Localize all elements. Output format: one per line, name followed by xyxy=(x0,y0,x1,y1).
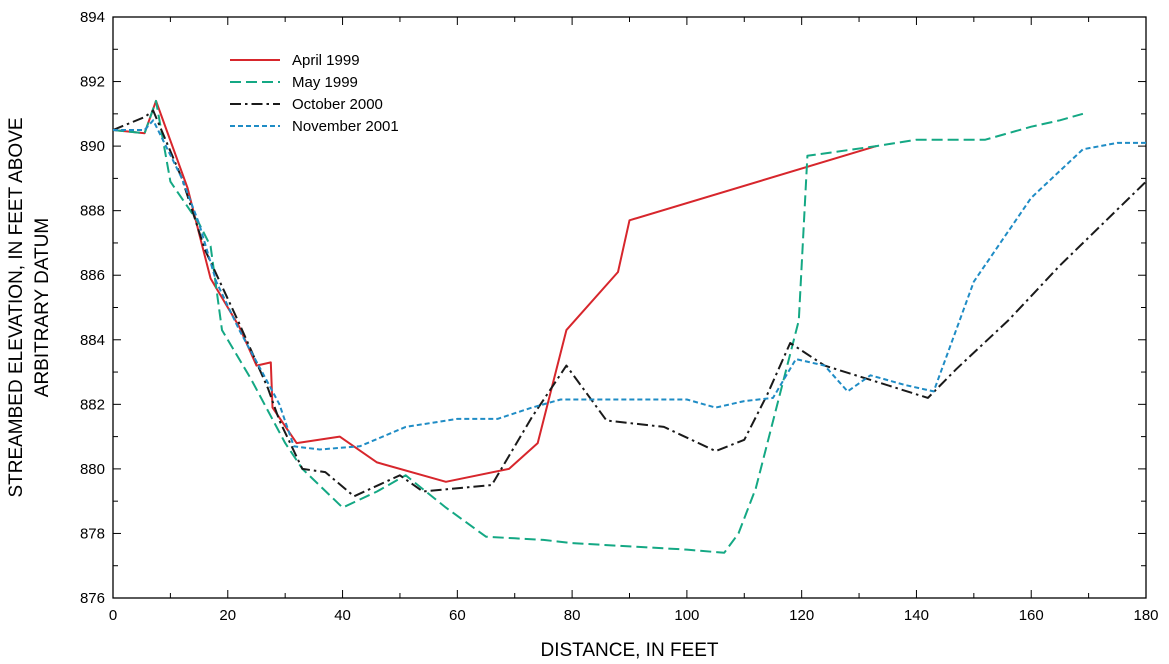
x-tick-label: 140 xyxy=(904,607,929,624)
x-tick-label: 60 xyxy=(449,607,466,624)
legend: April 1999 May 1999 October 2000 November 2… xyxy=(230,52,399,135)
x-tick-label: 180 xyxy=(1133,607,1158,624)
y-tick-label: 882 xyxy=(80,396,105,413)
series-line-4 xyxy=(113,119,1146,451)
x-tick-label: 80 xyxy=(564,607,581,624)
y-tick-label: 888 xyxy=(80,203,105,220)
y-axis-label-line-1: STREAMBED ELEVATION, IN FEET ABOVE xyxy=(6,117,27,497)
legend-label-1: April 1999 xyxy=(292,52,360,69)
x-axis-label: DISTANCE, IN FEET xyxy=(540,640,718,661)
y-tick-label: 892 xyxy=(80,74,105,91)
y-axis-label-line-2: ARBITRARY DATUM xyxy=(32,218,53,397)
legend-label-4: November 2001 xyxy=(292,118,399,135)
x-tick-label: 100 xyxy=(674,607,699,624)
y-tick-label: 890 xyxy=(80,138,105,155)
x-tick-label: 160 xyxy=(1019,607,1044,624)
x-tick-label: 0 xyxy=(109,607,117,624)
series-line-1 xyxy=(112,99,877,483)
y-tick-label: 886 xyxy=(80,267,105,284)
series-line-2 xyxy=(112,99,1084,554)
series-line-3 xyxy=(112,109,1147,498)
y-tick-labels: 876 878 880 882 884 886 888 890 892 894 xyxy=(80,9,105,607)
x-tick-label: 120 xyxy=(789,607,814,624)
y-tick-label: 876 xyxy=(80,590,105,607)
x-tick-labels: 0 20 40 60 80 100 120 140 160 180 xyxy=(109,607,1159,624)
x-tick-label: 20 xyxy=(219,607,236,624)
y-tick-label: 884 xyxy=(80,332,105,349)
legend-label-2: May 1999 xyxy=(292,74,358,91)
x-tick-label: 40 xyxy=(334,607,351,624)
y-tick-label: 880 xyxy=(80,461,105,478)
series-layer xyxy=(112,99,1147,554)
y-tick-label: 894 xyxy=(80,9,105,26)
legend-label-3: October 2000 xyxy=(292,96,383,113)
axis-ticks xyxy=(112,16,1147,599)
y-tick-label: 878 xyxy=(80,525,105,542)
